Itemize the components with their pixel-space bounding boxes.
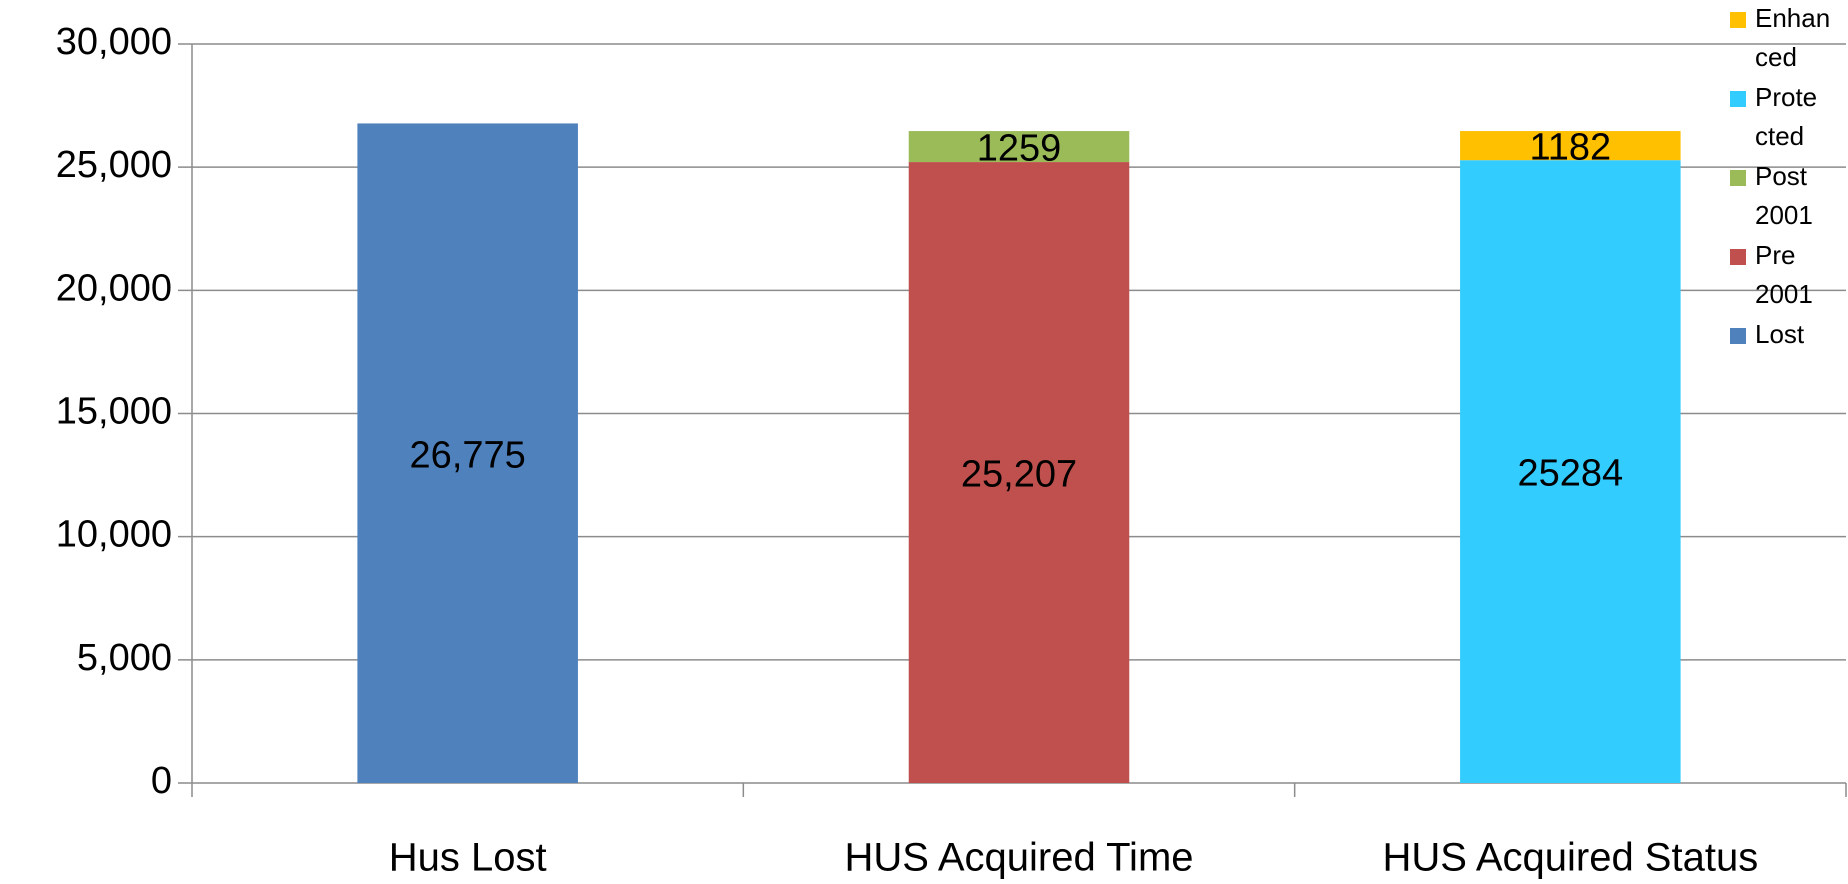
data-label: 1182	[1529, 127, 1611, 169]
data-label: 1259	[977, 128, 1062, 170]
data-label: 25,207	[961, 454, 1077, 496]
y-tick-label: 15,000	[56, 391, 172, 433]
y-tick-label: 25,000	[56, 144, 172, 186]
bar-segment	[1460, 131, 1681, 161]
y-tick-label: 10,000	[56, 514, 172, 556]
legend-swatch	[1730, 249, 1746, 265]
legend-swatch	[1730, 12, 1746, 28]
legend-swatch	[1730, 328, 1746, 344]
x-tick-label: Hus Lost	[389, 836, 547, 880]
y-tick-label: 20,000	[56, 267, 172, 309]
x-tick-label: HUS Acquired Status	[1382, 836, 1758, 880]
y-tick-label: 0	[151, 760, 172, 802]
bar-segment	[357, 123, 578, 783]
bar-segment	[1460, 160, 1681, 784]
legend-swatch	[1730, 91, 1746, 107]
y-tick-label: 30,000	[56, 21, 172, 63]
legend-label: Post 2001	[1755, 161, 1814, 230]
legend-label: Enhan ced	[1755, 3, 1830, 72]
data-label: 25284	[1517, 453, 1623, 495]
bar-segment	[908, 131, 1130, 163]
bar-segment	[908, 162, 1130, 783]
x-tick-label: HUS Acquired Time	[844, 836, 1193, 880]
legend-label: Lost	[1755, 319, 1805, 349]
legend-swatch	[1730, 170, 1746, 186]
legend-label: Prote cted	[1755, 82, 1817, 151]
y-tick-label: 5,000	[77, 637, 172, 679]
data-label: 26,775	[410, 434, 526, 476]
legend-label: Pre 2001	[1755, 240, 1813, 309]
